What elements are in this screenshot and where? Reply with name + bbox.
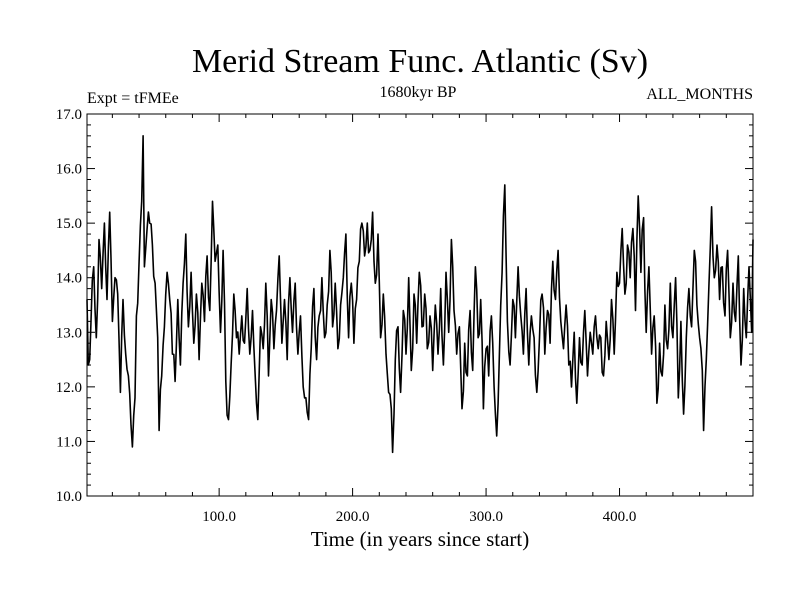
chart-annotation-right: ALL_MONTHS — [646, 86, 753, 103]
x-axis-label: Time (in years since start) — [311, 527, 530, 551]
x-axis: 100.0 200.0 300.0 400.0 — [111, 114, 727, 525]
chart-title: Merid Stream Func. Atlantic (Sv) — [192, 43, 648, 80]
chart-subtitle: 1680kyr BP — [380, 84, 457, 101]
x-tick-label: 200.0 — [336, 509, 370, 525]
y-tick-label: 17.0 — [56, 107, 82, 123]
y-tick-label: 15.0 — [56, 216, 82, 232]
y-tick-label: 10.0 — [56, 489, 82, 505]
x-tick-label: 300.0 — [469, 509, 503, 525]
x-tick-label: 400.0 — [603, 509, 637, 525]
x-tick-label: 100.0 — [202, 509, 236, 525]
series-line — [86, 135, 754, 454]
y-tick-label: 14.0 — [56, 271, 82, 287]
y-tick-label: 13.0 — [56, 325, 82, 341]
y-tick-label: 16.0 — [56, 162, 82, 178]
y-axis: 10.0 11.0 12.0 13.0 14.0 15.0 16.0 17.0 — [56, 107, 753, 505]
y-tick-label: 11.0 — [56, 434, 82, 450]
chart-annotation-left: Expt = tFMEe — [87, 90, 179, 107]
y-tick-label: 12.0 — [56, 380, 82, 396]
